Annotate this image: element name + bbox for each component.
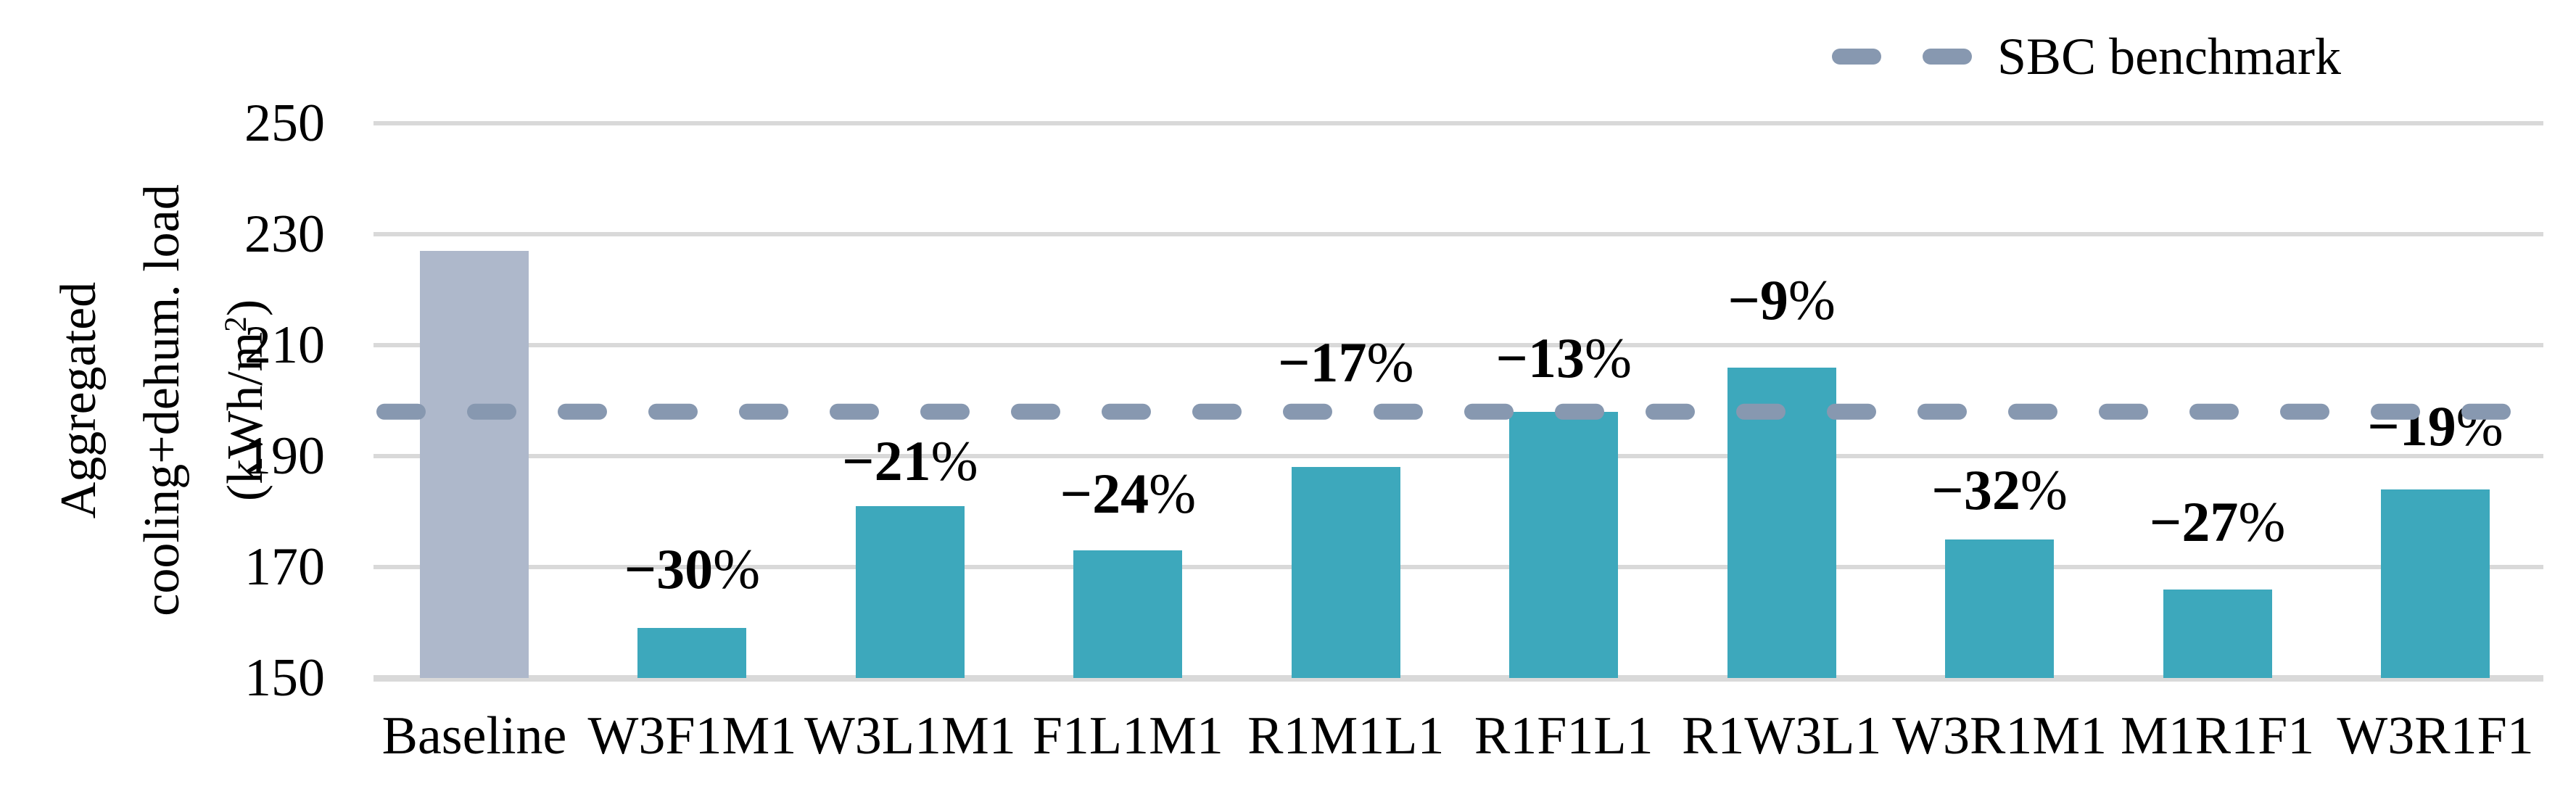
bar bbox=[1291, 467, 1400, 678]
legend-dash-icon bbox=[1832, 49, 1881, 65]
y-tick-label: 190 bbox=[244, 426, 325, 486]
legend-dash-icon bbox=[1923, 49, 1972, 65]
x-tick-label: W3R1F1 bbox=[2337, 706, 2534, 766]
x-tick-label: R1W3L1 bbox=[1681, 706, 1882, 766]
y-tick-label: 250 bbox=[244, 94, 325, 153]
bar-value-label: −9% bbox=[1727, 268, 1836, 331]
x-tick-label: W3F1M1 bbox=[587, 706, 797, 766]
bar-value-label: −24% bbox=[1060, 462, 1197, 526]
x-tick-label: R1F1L1 bbox=[1474, 706, 1654, 766]
bar bbox=[1073, 550, 1183, 678]
bar bbox=[2163, 589, 2272, 678]
x-tick-label: R1M1L1 bbox=[1247, 706, 1445, 766]
bar-value-label: −13% bbox=[1495, 326, 1632, 389]
x-axis-line bbox=[373, 675, 2543, 682]
x-tick-label: F1L1M1 bbox=[1032, 706, 1223, 766]
bar-value-label: −21% bbox=[842, 429, 978, 492]
bar bbox=[2381, 489, 2490, 678]
gridline bbox=[373, 232, 2543, 236]
bar bbox=[855, 505, 965, 678]
bar-value-label: −17% bbox=[1278, 331, 1414, 394]
bar-value-label: −30% bbox=[624, 537, 761, 601]
x-tick-label: M1R1F1 bbox=[2120, 706, 2315, 766]
y-tick-label: 150 bbox=[244, 648, 325, 708]
bar-value-label: −32% bbox=[1931, 458, 2068, 521]
gridline bbox=[373, 454, 2543, 458]
bar-value-label: −27% bbox=[2149, 489, 2286, 553]
x-tick-label: W3L1M1 bbox=[804, 706, 1016, 766]
x-tick-label: W3R1M1 bbox=[1892, 706, 2108, 766]
bar bbox=[1509, 411, 1619, 678]
y-tick-label: 210 bbox=[244, 315, 325, 375]
bar bbox=[637, 628, 747, 678]
gridline bbox=[373, 121, 2543, 125]
bar bbox=[1945, 539, 2055, 678]
y-tick-label: 230 bbox=[244, 204, 325, 264]
x-tick-label: Baseline bbox=[381, 706, 567, 766]
legend-label: SBC benchmark bbox=[1997, 28, 2341, 86]
bar-baseline bbox=[420, 250, 529, 678]
gridline bbox=[373, 565, 2543, 569]
gridline bbox=[373, 343, 2543, 347]
y-tick-label: 170 bbox=[244, 537, 325, 597]
